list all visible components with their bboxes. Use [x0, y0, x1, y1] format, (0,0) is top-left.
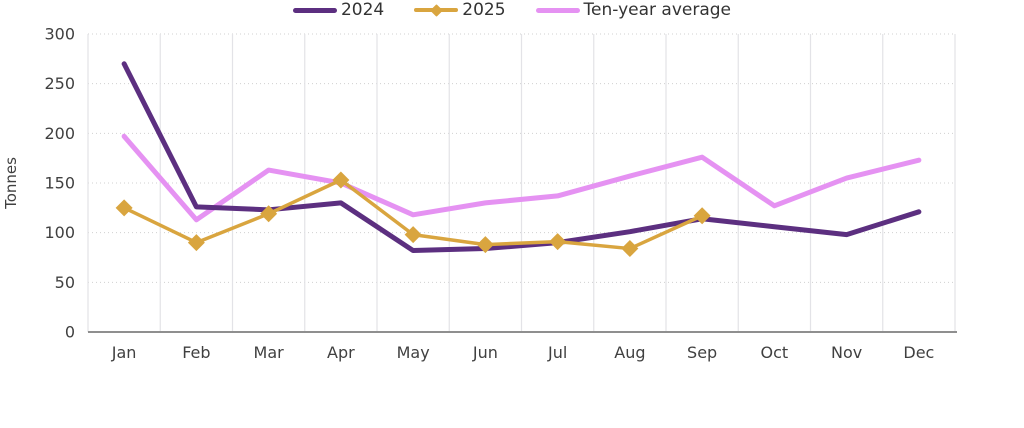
x-tick-label: Sep — [687, 343, 717, 362]
y-tick-label: 100 — [44, 223, 75, 242]
x-tick-label: Oct — [761, 343, 789, 362]
x-tick-label: Jun — [472, 343, 498, 362]
legend-label-2024: 2024 — [340, 0, 385, 20]
data-point-diamond-icon — [621, 240, 639, 258]
y-tick-label: 200 — [44, 124, 75, 143]
y-tick-label: 0 — [65, 323, 75, 342]
x-tick-label: Jan — [111, 343, 137, 362]
series-line-ten-year-average — [121, 133, 922, 223]
series-group — [115, 61, 922, 258]
grid-group — [87, 33, 956, 332]
legend-swatch-ten-year-average — [535, 7, 580, 13]
diamond-marker-icon — [429, 3, 443, 17]
legend-item-ten-year-average[interactable]: Ten-year average — [535, 0, 732, 20]
x-tick-label: Nov — [831, 343, 862, 362]
x-tick-label: Apr — [327, 343, 355, 362]
y-tick-label: 150 — [44, 174, 75, 193]
data-point-diamond-icon — [476, 236, 494, 254]
legend-label-2025: 2025 — [462, 0, 506, 20]
legend-swatch-2024 — [292, 7, 337, 13]
y-tick-label: 50 — [55, 273, 75, 292]
data-point-diamond-icon — [187, 234, 205, 252]
legend-label-ten-year-average: Ten-year average — [583, 0, 732, 20]
x-tick-label: Dec — [903, 343, 934, 362]
legend-item-2025[interactable]: 2025 — [414, 0, 506, 20]
y-axis-title: Tonnes — [2, 157, 20, 210]
data-point-diamond-icon — [404, 226, 422, 244]
chart-legend: 2024 2025 Ten-year average — [0, 0, 1024, 20]
y-tick-labels: 0 50 100 150 200 250 300 — [44, 25, 75, 342]
legend-item-2024[interactable]: 2024 — [292, 0, 385, 20]
y-tick-label: 250 — [44, 74, 75, 93]
data-point-diamond-icon — [693, 207, 711, 225]
data-point-diamond-icon — [549, 233, 567, 251]
x-tick-label: Aug — [614, 343, 645, 362]
x-tick-label: Feb — [182, 343, 210, 362]
x-tick-label: May — [397, 343, 430, 362]
y-tick-label: 300 — [44, 25, 75, 44]
data-point-diamond-icon — [260, 205, 278, 223]
data-point-diamond-icon — [332, 171, 350, 189]
data-point-diamond-icon — [115, 199, 133, 217]
x-tick-label: Jul — [547, 343, 567, 362]
series-line-2024 — [121, 61, 922, 254]
x-tick-labels: Jan Feb Mar Apr May Jun Jul Aug Sep Oct Nov Dec — [111, 343, 935, 362]
legend-swatch-2025 — [414, 3, 459, 17]
x-tick-label: Mar — [254, 343, 285, 362]
